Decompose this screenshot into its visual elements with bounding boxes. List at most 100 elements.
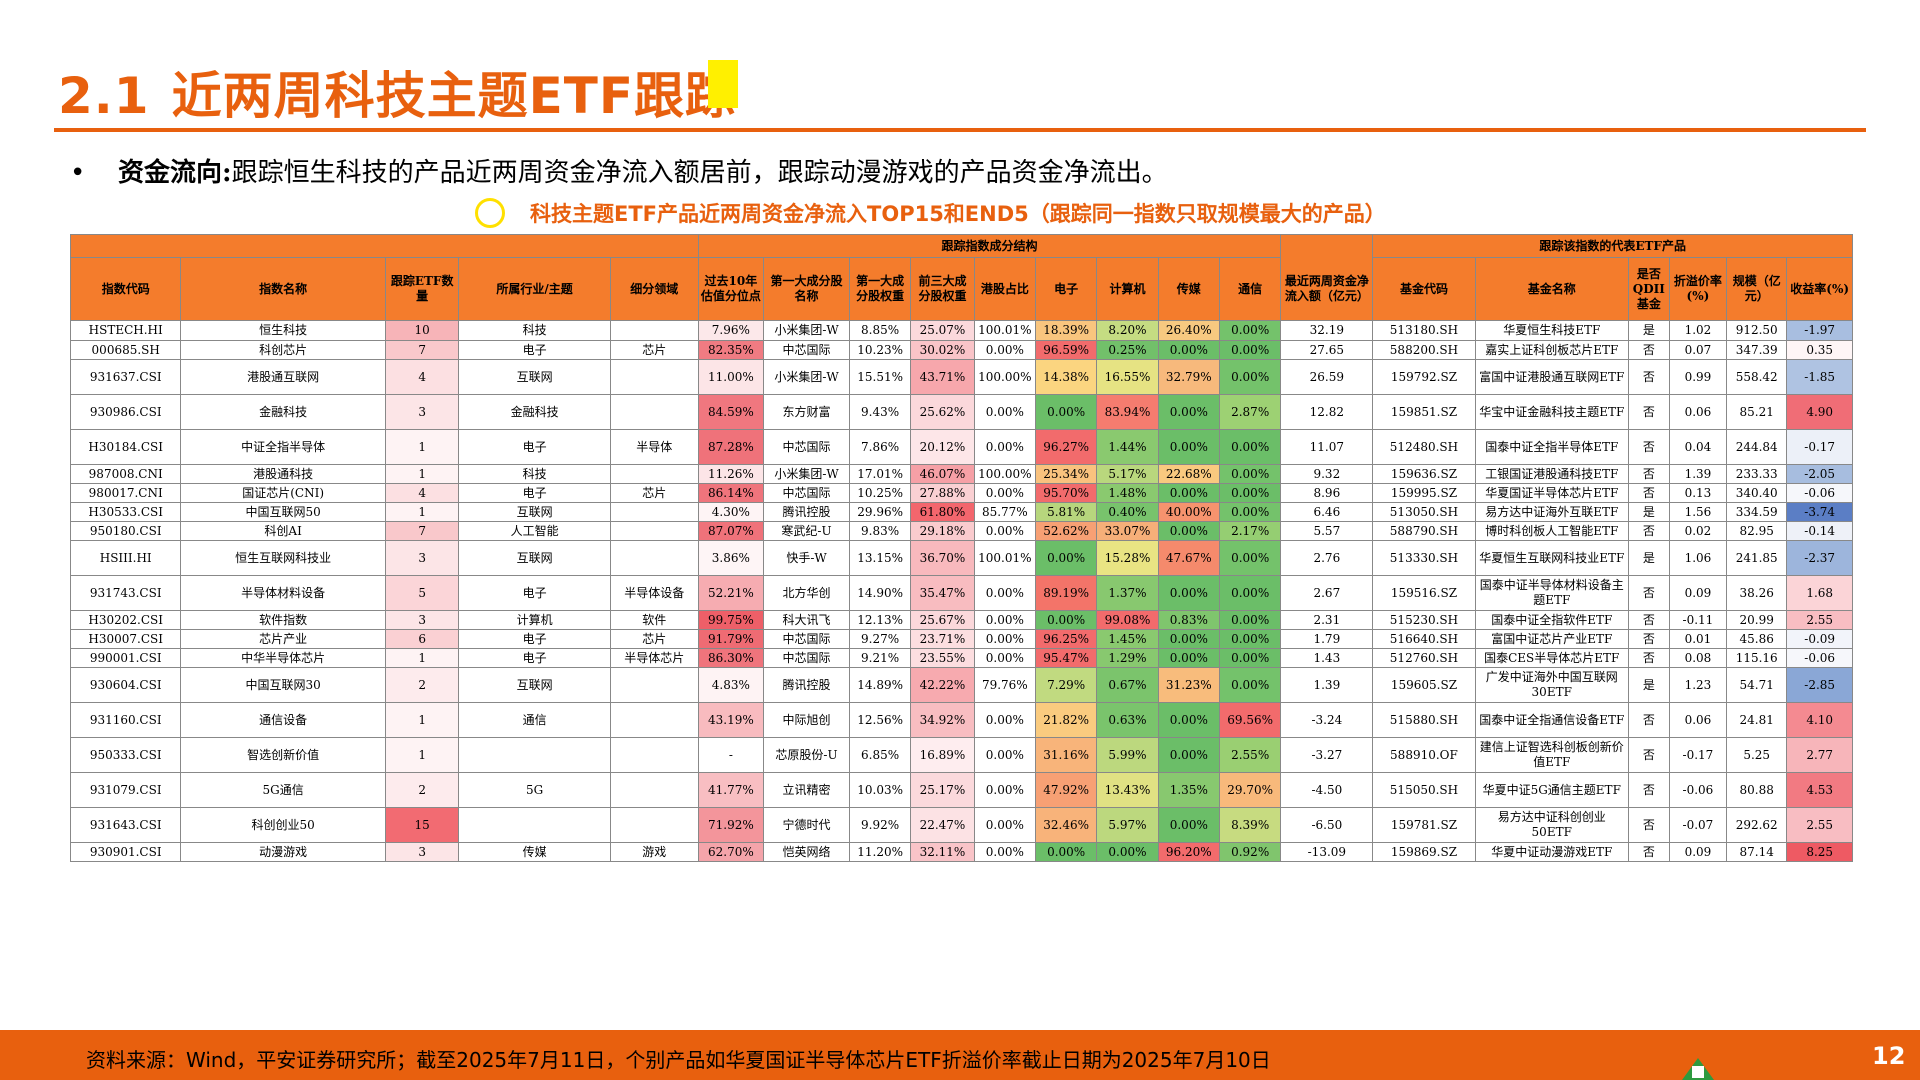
- table-cell: 31.16%: [1034, 737, 1098, 773]
- table-cell: 36.70%: [910, 540, 975, 576]
- table-cell: 0.00%: [1218, 464, 1282, 484]
- table-cell: 25.17%: [910, 772, 975, 808]
- table-cell: 0.00%: [1034, 842, 1098, 862]
- table-row: 930901.CSI 动漫游戏 3 传媒 游戏 62.70% 恺英网络 11.20% 32.11…: [69, 842, 1853, 862]
- table-cell: 中国互联网50: [180, 502, 386, 522]
- table-cell: 2.17%: [1218, 521, 1282, 541]
- table-cell: 0.08: [1668, 648, 1728, 668]
- table-cell: 513330.SH: [1372, 540, 1476, 576]
- table-cell: 软件: [609, 610, 699, 630]
- table-cell: 0.00%: [973, 429, 1036, 465]
- table-cell: 华夏恒生互联网科技业ETF: [1474, 540, 1629, 576]
- table-cell: 54.71: [1726, 667, 1788, 703]
- table-cell: 292.62: [1726, 807, 1788, 843]
- table-cell: 931637.CSI: [69, 359, 182, 395]
- table-cell: 1: [384, 702, 460, 738]
- table-cell: -2.05: [1786, 464, 1853, 484]
- table-cell: 腾讯控股: [763, 667, 850, 703]
- table-cell: 0.00%: [973, 629, 1036, 649]
- table-cell: 建信上证智选科创板创新价值ETF: [1474, 737, 1629, 773]
- table-cell: 52.21%: [697, 575, 765, 611]
- table-cell: 89.19%: [1034, 575, 1098, 611]
- table-cell: 0.04: [1668, 429, 1728, 465]
- table-cell: [609, 320, 699, 341]
- table-row: 980017.CNI 国证芯片(CNI) 4 电子 芯片 86.14% 中芯国际 10.25%…: [69, 483, 1853, 503]
- table-cell: 14.38%: [1034, 359, 1098, 395]
- table-row: 931079.CSI 5G通信 2 5G 41.77% 立讯精密 10.03% 25.17% 0…: [69, 772, 1853, 808]
- table-cell: 金融科技: [180, 394, 386, 430]
- table-cell: 游戏: [609, 842, 699, 862]
- table-cell: 是: [1627, 540, 1670, 576]
- table-cell: 0.00%: [1157, 340, 1220, 360]
- table-cell: 987008.CNI: [69, 464, 182, 484]
- table-cell: 8.39%: [1218, 807, 1282, 843]
- table-cell: 1: [384, 429, 460, 465]
- table-cell: 11.20%: [848, 842, 912, 862]
- table-cell: 中华半导体芯片: [180, 648, 386, 668]
- table-cell: 10: [384, 320, 460, 341]
- table-cell: 334.59: [1726, 502, 1788, 522]
- table-cell: [609, 359, 699, 395]
- table-cell: 工银国证港股通科技ETF: [1474, 464, 1629, 484]
- table-cell: 小米集团-W: [763, 320, 850, 341]
- table-cell: 0.63%: [1096, 702, 1159, 738]
- table-cell: 79.76%: [973, 667, 1036, 703]
- table-cell: 1.45%: [1096, 629, 1159, 649]
- table-row: 930604.CSI 中国互联网30 2 互联网 4.83% 腾讯控股 14.89% 42.2…: [69, 667, 1853, 703]
- table-cell: 华宝中证金融科技主题ETF: [1474, 394, 1629, 430]
- table-cell: 芯片: [609, 483, 699, 503]
- column-header: 指数代码: [69, 257, 182, 321]
- table-cell: 易方达中证科创创业50ETF: [1474, 807, 1629, 843]
- table-cell: 20.99: [1726, 610, 1788, 630]
- table-cell: 588200.SH: [1372, 340, 1476, 360]
- table-cell: 0.13: [1668, 483, 1728, 503]
- table-cell: 0.99: [1668, 359, 1728, 395]
- table-cell: 87.28%: [697, 429, 765, 465]
- table-cell: -0.17: [1668, 737, 1728, 773]
- table-cell: 87.07%: [697, 521, 765, 541]
- table-cell: 3: [384, 394, 460, 430]
- table-cell: 恒生互联网科技业: [180, 540, 386, 576]
- table-cell: 1: [384, 737, 460, 773]
- table-cell: 931160.CSI: [69, 702, 182, 738]
- table-cell: -0.09: [1786, 629, 1853, 649]
- table-cell: 立讯精密: [763, 772, 850, 808]
- table-cell: 是: [1627, 320, 1670, 341]
- table-cell: 0.00%: [1034, 610, 1098, 630]
- table-cell: 4.83%: [697, 667, 765, 703]
- table-row: HSIII.HI 恒生互联网科技业 3 互联网 3.86% 快手-W 13.15% 36.70…: [69, 540, 1853, 576]
- table-cell: 5.99%: [1096, 737, 1159, 773]
- table-cell: 0.00%: [1157, 702, 1220, 738]
- table-cell: 互联网: [458, 667, 611, 703]
- table-cell: 5.17%: [1096, 464, 1159, 484]
- section-title: 近两周科技主题ETF跟踪: [171, 67, 736, 125]
- table-cell: 0.00%: [973, 702, 1036, 738]
- table-cell: 1.02: [1668, 320, 1728, 341]
- column-header: 传媒: [1157, 257, 1220, 321]
- table-cell: 互联网: [458, 502, 611, 522]
- table-cell: 华夏国证半导体芯片ETF: [1474, 483, 1629, 503]
- table-cell: 互联网: [458, 540, 611, 576]
- table-cell: 159781.SZ: [1372, 807, 1476, 843]
- title-divider: [54, 128, 1866, 132]
- table-cell: -0.07: [1668, 807, 1728, 843]
- table-cell: 25.34%: [1034, 464, 1098, 484]
- table-cell: 15.51%: [848, 359, 912, 395]
- table-cell: 宁德时代: [763, 807, 850, 843]
- table-cell: 是: [1627, 667, 1670, 703]
- circle-icon: [475, 198, 505, 228]
- table-cell: 中芯国际: [763, 429, 850, 465]
- table-cell: 0.00%: [1157, 807, 1220, 843]
- table-cell: 34.92%: [910, 702, 975, 738]
- column-header: 收益率(%): [1786, 257, 1853, 321]
- table-cell: 否: [1627, 340, 1670, 360]
- table-cell: 0.00%: [973, 394, 1036, 430]
- table-cell: 0.00%: [1218, 483, 1282, 503]
- table-row: 000685.SH 科创芯片 7 电子 芯片 82.35% 中芯国际 10.23% 30.02%…: [69, 340, 1853, 360]
- table-cell: 9.83%: [848, 521, 912, 541]
- table-cell: 0.00%: [1218, 648, 1282, 668]
- table-cell: 0.83%: [1157, 610, 1220, 630]
- table-cell: 1.23: [1668, 667, 1728, 703]
- table-cell: 1.56: [1668, 502, 1728, 522]
- table-cell: 27.65: [1280, 340, 1374, 360]
